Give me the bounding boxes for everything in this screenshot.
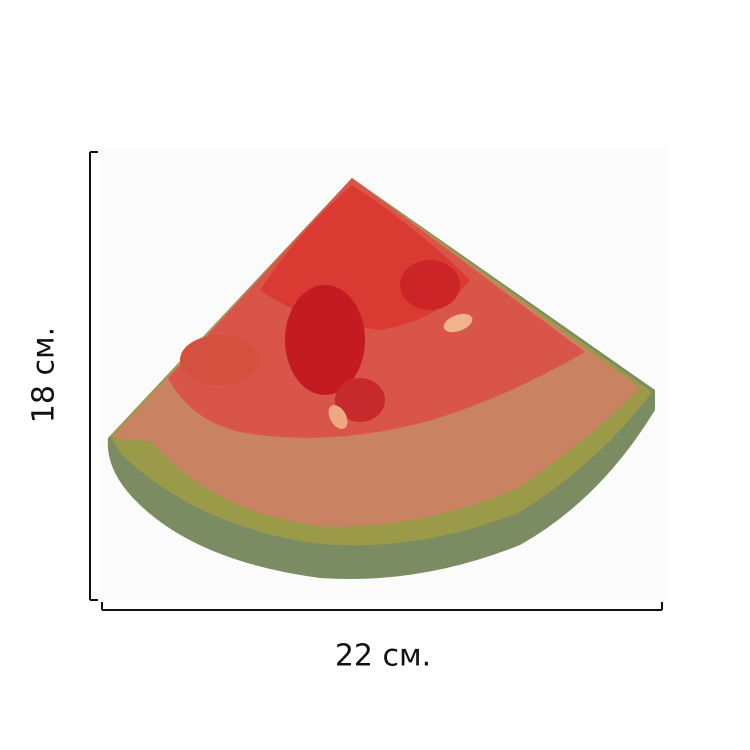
seed xyxy=(443,313,473,333)
watermelon xyxy=(107,178,655,580)
height-dimension xyxy=(89,151,98,601)
width-dimension xyxy=(101,602,663,611)
flesh-dark xyxy=(400,260,460,310)
seed xyxy=(328,405,348,429)
width-label: 22 см. xyxy=(335,639,431,674)
flesh-dark xyxy=(335,378,385,422)
flesh-patch xyxy=(180,335,260,385)
height-label: 18 см. xyxy=(27,327,62,423)
flesh-dark xyxy=(285,285,365,395)
